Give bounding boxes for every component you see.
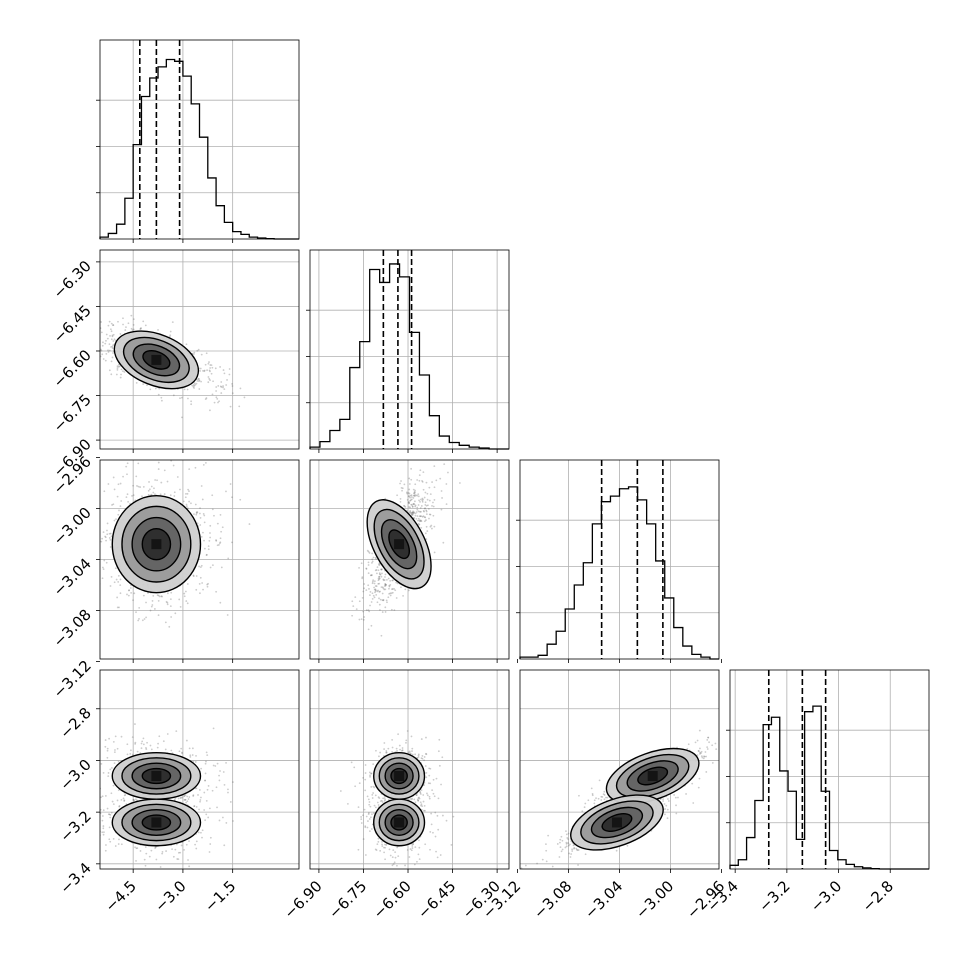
density-peak	[151, 539, 162, 550]
x-tick-label: −3.00	[632, 877, 677, 922]
density-peak	[394, 539, 405, 550]
contour-line	[111, 495, 202, 594]
histogram-1	[309, 263, 509, 450]
contour-line	[590, 806, 644, 839]
panel-3-0: −3.4 −3.2 −3.0 −2.8 −4.5 −3.0 −1.5	[56, 669, 300, 916]
panel-2-1	[309, 459, 510, 663]
contour-line	[384, 762, 414, 790]
x-tick-label: −3.0	[807, 877, 845, 915]
panel-frame	[309, 249, 510, 450]
y-tick-label: −3.12	[50, 657, 95, 702]
x-tick-label: −3.2	[755, 877, 793, 915]
contour-line	[605, 747, 700, 805]
histogram-2	[519, 486, 719, 660]
contour-line	[122, 336, 190, 384]
contour-line	[390, 767, 408, 785]
contour-line	[388, 529, 411, 560]
y-tick-label: −2.8	[56, 704, 94, 742]
x-tick-label: −3.0	[151, 877, 189, 915]
contour-line	[132, 343, 181, 377]
panel-frame	[729, 669, 930, 870]
panel-1-0: −6.90−6.75−6.60−6.45−6.30	[50, 249, 300, 480]
contour-line	[626, 760, 679, 792]
x-tick-label: −2.8	[859, 877, 897, 915]
density-peak	[394, 770, 405, 781]
contour-line	[121, 757, 192, 795]
contour-line	[601, 813, 633, 832]
contour-line	[121, 803, 192, 842]
panel-2-2	[516, 459, 722, 663]
density-peak	[611, 817, 622, 828]
contour-line	[373, 798, 426, 847]
y-tick-label: −3.2	[56, 807, 94, 845]
density-peak	[394, 817, 405, 828]
contour-line	[390, 814, 408, 831]
contour-line	[131, 762, 182, 790]
panel-frame	[99, 459, 300, 660]
contour-line	[111, 798, 202, 847]
panel-frame	[309, 669, 510, 870]
contour-line	[113, 330, 200, 390]
x-tick-label: −6.90	[281, 877, 326, 922]
panel-frame	[99, 669, 300, 870]
x-tick-label: −3.04	[581, 877, 626, 922]
y-tick-label: −6.75	[50, 391, 95, 436]
contour-line	[131, 808, 182, 836]
density-peak	[151, 817, 162, 828]
x-tick-label: −6.60	[370, 877, 415, 922]
y-tick-label: −6.60	[50, 346, 95, 391]
contour-line	[121, 505, 192, 583]
panel-frame	[99, 249, 300, 450]
panel-frame	[309, 459, 510, 660]
y-tick-label: −6.45	[50, 302, 95, 347]
panel-0-0	[96, 39, 300, 243]
x-tick-label: −4.5	[102, 877, 140, 915]
panel-frame	[519, 669, 720, 870]
y-tick-label: −3.0	[56, 756, 94, 794]
panel-3-3: −3.4 −3.2 −3.0 −2.8	[704, 669, 930, 916]
histogram-0	[99, 58, 299, 240]
y-tick-label: −3.08	[50, 606, 95, 651]
x-tick-label: −6.45	[414, 877, 459, 922]
y-tick-label: −3.4	[56, 859, 94, 897]
contour-line	[141, 527, 172, 561]
y-tick-label: −3.04	[50, 555, 95, 600]
panel-frame	[519, 459, 720, 660]
contour-line	[142, 349, 171, 370]
contour-line	[380, 519, 418, 570]
contour-line	[378, 757, 420, 795]
contour-line	[366, 499, 432, 590]
panel-1-1	[306, 249, 510, 453]
contour-line	[378, 803, 420, 842]
contour-line	[131, 516, 182, 572]
contour-line	[141, 814, 172, 831]
y-tick-label: −3.00	[50, 504, 95, 549]
contour-line	[570, 794, 664, 851]
x-tick-label: −6.75	[325, 877, 370, 922]
panel-2-0: −3.12−3.08−3.04−3.00−2.96	[50, 453, 300, 702]
density-peak	[647, 770, 658, 781]
panel-3-1: −6.90 −6.75 −6.60 −6.45 −6.30	[281, 669, 510, 922]
y-tick-label: −6.30	[50, 257, 95, 302]
contour-line	[373, 508, 425, 580]
density-peak	[151, 354, 162, 365]
contour-line	[384, 808, 414, 836]
contour-line	[615, 753, 690, 799]
contour-line	[637, 766, 669, 786]
density-peak	[151, 770, 162, 781]
x-tick-label: −3.08	[530, 877, 575, 922]
x-tick-label: −1.5	[201, 877, 239, 915]
contour-line	[580, 800, 654, 845]
panel-frame	[99, 39, 300, 240]
contour-line	[141, 767, 172, 785]
